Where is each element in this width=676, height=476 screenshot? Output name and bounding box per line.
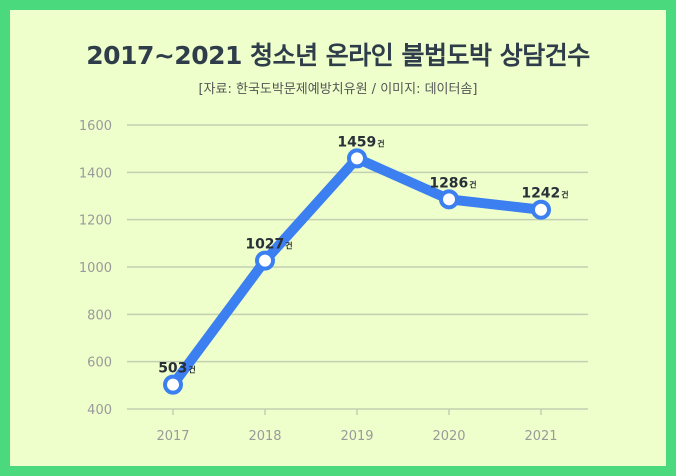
y-tick-label: 1000 [79, 261, 112, 276]
data-label-value: 1286 [429, 175, 468, 191]
series-line [168, 153, 546, 390]
data-point-2017 [163, 374, 183, 395]
x-tick-label: 2019 [340, 429, 373, 444]
chart-title: 2017~2021 청소년 온라인 불법도박 상담건수 [86, 41, 590, 70]
data-label-unit: 건 [561, 190, 568, 200]
y-tick-label: 1400 [79, 166, 112, 181]
data-label-2017: 503건 [158, 361, 196, 377]
chart-subtitle: [자료: 한국도박문제예방치유원 / 이미지: 데이터솜] [198, 82, 478, 97]
data-label-unit: 건 [469, 179, 476, 189]
y-tick-label: 1600 [79, 119, 112, 134]
y-tick-label: 400 [87, 403, 112, 418]
data-label-value: 1242 [521, 186, 560, 202]
data-point-2019 [347, 148, 367, 169]
data-point-2020 [439, 189, 459, 210]
data-label-value: 1459 [337, 134, 376, 150]
x-tick-label: 2020 [432, 429, 465, 444]
x-tick-label: 2018 [248, 429, 281, 444]
data-label-2020: 1286건 [429, 175, 476, 191]
y-tick-label: 600 [87, 356, 112, 371]
data-label-2021: 1242건 [521, 186, 568, 202]
x-tick-label: 2021 [524, 429, 557, 444]
data-label-2018: 1027건 [245, 237, 292, 253]
data-label-unit: 건 [285, 241, 292, 251]
data-label-value: 1027 [245, 237, 284, 253]
x-tick-label: 2017 [156, 429, 189, 444]
data-label-2019: 1459건 [337, 134, 384, 150]
y-tick-label: 800 [87, 308, 112, 323]
data-label-value: 503 [158, 361, 187, 377]
data-label-unit: 건 [377, 138, 384, 148]
data-point-2018 [255, 250, 275, 271]
data-point-2021 [531, 199, 551, 220]
chart-frame: 2017~2021 청소년 온라인 불법도박 상담건수 [자료: 한국도박문제예… [10, 10, 666, 466]
y-tick-label: 1200 [79, 214, 112, 229]
data-label-unit: 건 [188, 365, 195, 375]
